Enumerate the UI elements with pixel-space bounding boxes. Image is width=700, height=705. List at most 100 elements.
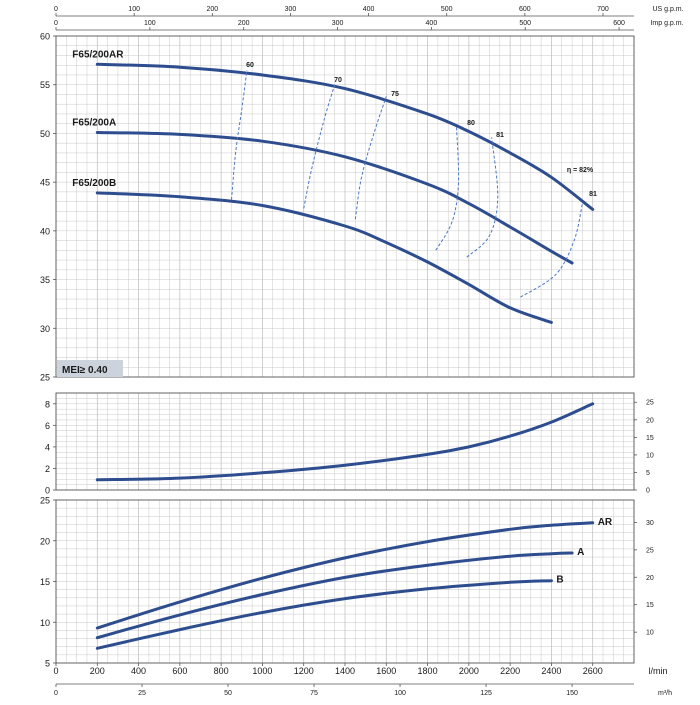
- lmin-tick-label: 600: [172, 666, 187, 676]
- efficiency-label: 60: [246, 62, 254, 69]
- series-line-head-2: [95, 191, 553, 324]
- lmin-tick-label: 200: [90, 666, 105, 676]
- series-label: B: [556, 575, 563, 586]
- efficiency-line-3: [435, 126, 460, 251]
- lmin-tick-label: 0: [53, 666, 58, 676]
- series-line-head-1: [95, 131, 574, 265]
- right-tick-label: 5: [646, 470, 650, 477]
- imp-gpm-tick-label: 200: [238, 20, 250, 27]
- efficiency-line-5: [520, 203, 583, 298]
- series-line-power-0: [95, 521, 595, 630]
- y-tick-label: 15: [40, 577, 50, 587]
- mei-box: [57, 360, 123, 377]
- panel-frame-head: [55, 35, 635, 378]
- series-label: F65/200B: [72, 178, 116, 189]
- efficiency-line-0: [231, 70, 248, 200]
- lmin-tick-label: 2000: [459, 666, 479, 676]
- y-tick-label: 4: [45, 442, 50, 452]
- m3h-tick-label: 150: [566, 690, 578, 697]
- marks-layer: [95, 62, 595, 650]
- y-tick-label: 60: [40, 32, 50, 42]
- y-tick-label: 20: [40, 536, 50, 546]
- us-gpm-tick-label: 600: [519, 6, 531, 13]
- us-gpm-unit: US g.p.m.: [652, 6, 683, 13]
- efficiency-label: 81: [589, 191, 597, 198]
- right-tick-label: 10: [646, 630, 654, 637]
- us-gpm-tick-label: 400: [363, 6, 375, 13]
- m3h-unit: m³/h: [658, 690, 672, 697]
- efficiency-label: 81: [496, 132, 504, 139]
- m3h-tick-label: 125: [480, 690, 492, 697]
- y-tick-label: 45: [40, 178, 50, 188]
- series-line-head-0: [95, 62, 595, 211]
- right-tick-label: 15: [646, 435, 654, 442]
- series-label: AR: [598, 517, 613, 528]
- m3h-tick-label: 75: [310, 690, 318, 697]
- y-tick-label: 35: [40, 275, 50, 285]
- lmin-tick-label: 1000: [252, 666, 272, 676]
- efficiency-line-1: [303, 84, 336, 209]
- right-tick-label: 10: [646, 452, 654, 459]
- efficiency-line-2: [354, 96, 387, 220]
- m3h-tick-label: 25: [138, 690, 146, 697]
- us-gpm-tick-label: 500: [441, 6, 453, 13]
- y-tick-label: 55: [40, 80, 50, 90]
- imp-gpm-tick-label: 500: [519, 20, 531, 27]
- imp-gpm-tick-label: 400: [426, 20, 438, 27]
- series-label: F65/200AR: [72, 49, 124, 60]
- series-line-npsh-0: [95, 402, 595, 482]
- labels-layer: 2530354045505560F65/200ARF65/200AF65/200…: [40, 6, 684, 697]
- mei-label: MEI≥ 0.40: [62, 365, 108, 376]
- lmin-tick-label: 2600: [583, 666, 603, 676]
- series-label: A: [577, 547, 584, 558]
- m3h-tick-label: 50: [224, 690, 232, 697]
- panel-frame-npsh: [55, 392, 635, 491]
- y-tick-label: 50: [40, 129, 50, 139]
- series-label: F65/200A: [72, 117, 116, 128]
- lmin-tick-label: 1200: [294, 666, 314, 676]
- right-tick-label: 15: [646, 602, 654, 609]
- imp-gpm-tick-label: 300: [332, 20, 344, 27]
- m3h-tick-label: 100: [394, 690, 406, 697]
- lmin-tick-label: 2200: [500, 666, 520, 676]
- us-gpm-tick-label: 200: [206, 6, 218, 13]
- us-gpm-tick-label: 0: [54, 6, 58, 13]
- right-tick-label: 20: [646, 417, 654, 424]
- y-tick-label: 40: [40, 226, 50, 236]
- lmin-tick-label: 400: [131, 666, 146, 676]
- right-tick-label: 25: [646, 547, 654, 554]
- efficiency-label: 75: [391, 91, 399, 98]
- imp-gpm-unit: Imp g.p.m.: [650, 20, 683, 27]
- series-line-power-1: [95, 551, 574, 640]
- y-tick-label: 5: [45, 659, 50, 669]
- lmin-tick-label: 800: [214, 666, 229, 676]
- imp-gpm-tick-label: 600: [613, 20, 625, 27]
- efficiency-label: 70: [334, 77, 342, 84]
- y-tick-label: 8: [45, 399, 50, 409]
- y-tick-label: 6: [45, 421, 50, 431]
- us-gpm-tick-label: 300: [285, 6, 297, 13]
- right-tick-label: 30: [646, 520, 654, 527]
- lmin-tick-label: 2400: [541, 666, 561, 676]
- y-tick-label: 0: [45, 486, 50, 496]
- y-tick-label: 30: [40, 324, 50, 334]
- us-gpm-tick-label: 700: [597, 6, 609, 13]
- axes-layer: [53, 13, 637, 687]
- efficiency-label: η = 82%: [567, 167, 594, 174]
- imp-gpm-tick-label: 100: [144, 20, 156, 27]
- grid-layer: [55, 35, 635, 664]
- efficiency-label: 80: [467, 120, 475, 127]
- us-gpm-tick-label: 100: [128, 6, 140, 13]
- y-tick-label: 2: [45, 464, 50, 474]
- right-tick-label: 20: [646, 575, 654, 582]
- y-tick-label: 25: [40, 496, 50, 506]
- lmin-unit: l/min: [648, 666, 667, 676]
- right-tick-label: 0: [646, 488, 650, 495]
- imp-gpm-tick-label: 0: [54, 20, 58, 27]
- series-line-power-2: [95, 579, 553, 650]
- lmin-tick-label: 1800: [418, 666, 438, 676]
- y-tick-label: 25: [40, 373, 50, 383]
- right-tick-label: 25: [646, 400, 654, 407]
